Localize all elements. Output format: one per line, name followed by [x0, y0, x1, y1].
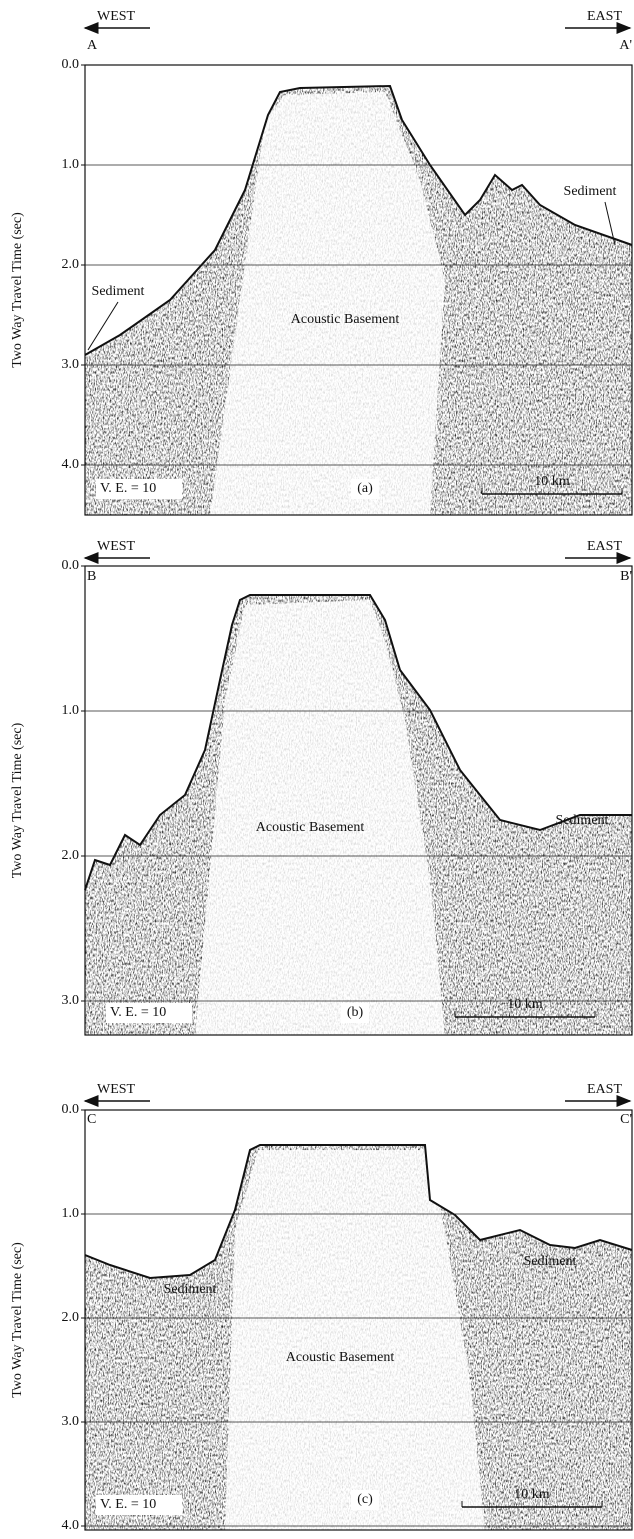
y-tick-label: 2.0: [62, 848, 80, 863]
annotation-scale: 10 km: [507, 997, 543, 1012]
profile-end: A': [619, 38, 632, 53]
profile-end: B': [620, 569, 632, 584]
y-tick-label: 1.0: [62, 157, 80, 172]
west-label: WEST: [97, 9, 136, 24]
seafloor-reflector: [84, 1144, 633, 1280]
label-backdrop: [341, 1003, 369, 1023]
y-tick-label: 2.0: [62, 1310, 80, 1325]
y-tick-label: 4.0: [62, 457, 80, 472]
seafloor-reflector: [84, 84, 633, 356]
profile-start: C: [87, 1112, 96, 1127]
annotation-sediment-right: Sediment: [524, 1254, 577, 1269]
annotation-panel-label: (b): [347, 1005, 364, 1020]
plot-frame: [84, 64, 633, 516]
y-tick-label: 1.0: [62, 703, 80, 718]
profile-start: B: [87, 569, 96, 584]
y-tick-label: 3.0: [62, 357, 80, 372]
annotation-sediment-left: Sediment: [164, 1282, 217, 1297]
y-tick-label: 3.0: [62, 1414, 80, 1429]
annotation-ve: V. E. = 10: [100, 1497, 156, 1512]
y-axis-label: Two Way Travel Time (sec): [10, 1242, 25, 1398]
seafloor-reflector: [84, 594, 632, 891]
acoustic-basement: [210, 92, 445, 515]
plot-frame: [84, 1109, 633, 1531]
y-tick-label: 0.0: [62, 57, 80, 72]
annotation-basement: Acoustic Basement: [256, 820, 365, 835]
west-label: WEST: [97, 539, 136, 554]
plot-frame: [84, 565, 633, 1036]
y-tick-label: 0.0: [62, 558, 80, 573]
label-backdrop: [106, 1003, 192, 1023]
y-axis-label: Two Way Travel Time (sec): [10, 212, 25, 368]
label-backdrop: [351, 479, 379, 499]
acoustic-basement: [225, 1150, 485, 1530]
annotation-panel-label: (c): [357, 1492, 373, 1507]
y-tick-label: 3.0: [62, 993, 80, 1008]
west-label: WEST: [97, 1082, 136, 1097]
y-tick-label: 0.0: [62, 1102, 80, 1117]
y-axis-label: Two Way Travel Time (sec): [10, 722, 25, 878]
annotation-ve: V. E. = 10: [110, 1005, 166, 1020]
annotation-sediment-right: Sediment: [556, 813, 609, 828]
label-backdrop: [96, 479, 182, 499]
label-backdrop: [351, 1490, 379, 1510]
seismic-panel: 0.0 1.0 2.0 3.0 Two Way Travel Time (sec) WES…: [10, 539, 633, 1036]
seismic-panel: 0.0 1.0 2.0 3.0 4.0 Two Way Travel Time (sec)…: [10, 1082, 633, 1533]
label-backdrop: [96, 1495, 182, 1515]
annotation-ve: V. E. = 10: [100, 481, 156, 496]
annotation-scale: 10 km: [534, 474, 570, 489]
y-tick-label: 2.0: [62, 257, 80, 272]
annotation-basement: Acoustic Basement: [286, 1350, 395, 1365]
seismic-panel: 0.0 1.0 2.0 3.0 4.0 Two Way Travel Time (sec)…: [10, 9, 633, 516]
annotation-panel-label: (a): [357, 481, 373, 496]
east-label: EAST: [587, 9, 622, 24]
leader-line: [604, 201, 616, 246]
annotation-sediment-left: Sediment: [92, 284, 145, 299]
y-tick-label: 4.0: [62, 1518, 80, 1533]
annotation-sediment-right: Sediment: [564, 184, 617, 199]
y-tick-label: 1.0: [62, 1206, 80, 1221]
leader-line: [87, 301, 119, 351]
east-label: EAST: [587, 1082, 622, 1097]
acoustic-basement: [195, 600, 445, 1035]
annotation-basement: Acoustic Basement: [291, 312, 400, 327]
east-label: EAST: [587, 539, 622, 554]
annotation-scale: 10 km: [514, 1487, 550, 1502]
profile-end: C': [620, 1112, 632, 1127]
profile-start: A: [87, 38, 98, 53]
